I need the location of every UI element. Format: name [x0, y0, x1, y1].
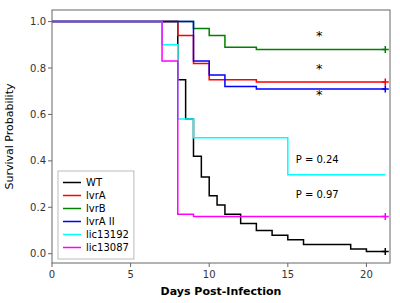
censor-marker — [382, 46, 389, 53]
legend-swatch — [63, 208, 81, 210]
legend: WT lvrA lvrB lvrA II lic13192 lic13087 — [58, 171, 134, 259]
x-tick — [209, 263, 210, 267]
y-axis-label: Survival Probability — [3, 83, 16, 189]
survival-curve — [52, 22, 385, 252]
y-tick-label: 0.2 — [30, 202, 46, 213]
x-tick-label: 20 — [360, 269, 373, 280]
survival-curve — [52, 22, 385, 89]
y-tick — [48, 207, 52, 208]
annotation: * — [316, 61, 323, 76]
legend-swatch — [63, 182, 81, 184]
y-tick — [48, 114, 52, 115]
annotation: P = 0.24 — [296, 154, 339, 165]
legend-swatch — [63, 234, 81, 236]
x-tick-label: 5 — [127, 269, 133, 280]
annotation: P = 0.97 — [296, 189, 339, 200]
censor-marker — [382, 85, 389, 92]
y-tick — [48, 21, 52, 22]
y-tick-label: 0.4 — [30, 155, 46, 166]
series-group — [52, 22, 389, 255]
x-tick — [366, 263, 367, 267]
legend-box — [58, 171, 134, 259]
y-tick-label: 1.0 — [30, 16, 46, 27]
censor-marker — [382, 213, 389, 220]
y-tick-label: 0.6 — [30, 109, 46, 120]
legend-label: lvrA II — [86, 216, 115, 227]
x-tick-label: 0 — [49, 269, 55, 280]
legend-label: lic13192 — [86, 229, 129, 240]
censor-marker — [382, 248, 389, 255]
y-tick — [48, 160, 52, 161]
x-tick — [287, 263, 288, 267]
legend-label: lvrA — [86, 190, 106, 201]
y-tick — [48, 68, 52, 69]
survival-curve — [52, 22, 385, 50]
chart: 0 5 10 15 20 0.0 0.2 0.4 0.6 0.8 1.0 Days Post-Infe… — [0, 0, 400, 303]
survival-curve — [52, 22, 385, 82]
survival-curve — [52, 22, 385, 175]
y-tick-label: 0.8 — [30, 63, 46, 74]
x-tick-label: 15 — [281, 269, 294, 280]
y-tick-label: 0.0 — [30, 248, 46, 259]
survival-curve — [52, 22, 385, 217]
legend-swatch — [63, 247, 81, 249]
annotation: * — [316, 87, 323, 102]
legend-swatch — [63, 221, 81, 223]
y-tick — [48, 253, 52, 254]
censor-marker — [382, 78, 389, 85]
legend-swatch — [63, 195, 81, 197]
legend-label: lic13087 — [86, 242, 129, 253]
x-tick — [130, 263, 131, 267]
x-tick — [52, 263, 53, 267]
annotation: * — [316, 28, 323, 43]
plot-frame — [52, 10, 390, 263]
x-axis-label: Days Post-Infection — [161, 285, 282, 298]
plot-area — [52, 10, 390, 263]
x-tick-label: 10 — [203, 269, 216, 280]
legend-label: lvrB — [86, 203, 106, 214]
legend-label: WT — [86, 177, 103, 188]
